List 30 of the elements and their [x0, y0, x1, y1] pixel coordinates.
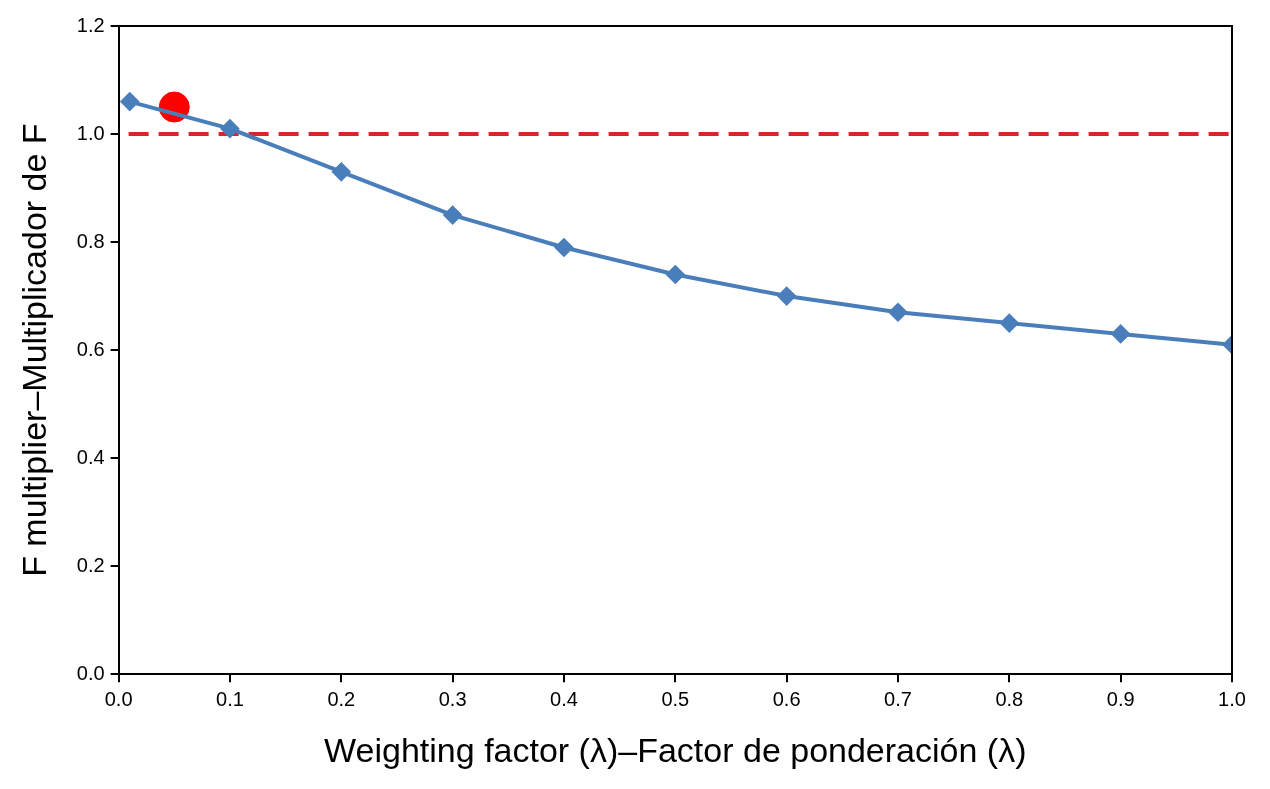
point — [443, 206, 462, 225]
x-tick-label: 0.4 — [550, 687, 578, 710]
x-tick-label: 0.5 — [661, 687, 690, 710]
point — [1000, 314, 1019, 333]
point — [777, 287, 796, 306]
y-tick-label: 0.4 — [76, 445, 105, 468]
x-tick-label: 0.3 — [438, 687, 467, 710]
y-tick-label: 1.2 — [76, 13, 105, 36]
text: 1.0 — [76, 121, 105, 144]
text: 0.0 — [76, 661, 105, 684]
text: 0.0 — [104, 687, 133, 710]
point — [220, 119, 239, 138]
x-axis-title: Weighting factor (λ)–Factor de ponderación (λ) — [324, 730, 1027, 769]
x-tick-label: 0.1 — [216, 687, 244, 710]
y-tick-label: 0.6 — [76, 337, 105, 360]
point — [332, 162, 351, 181]
x-tick-label: 0.2 — [327, 687, 356, 710]
x-tick-label: 0.9 — [1106, 687, 1135, 710]
y-axis-title: F multiplier–Multiplicador de F — [14, 123, 53, 577]
x-tick-label: 0.6 — [772, 687, 801, 710]
point — [888, 303, 907, 322]
y-tick-label: 0.2 — [76, 553, 105, 576]
point — [120, 92, 139, 111]
text: 1.0 — [1218, 687, 1246, 710]
point — [1111, 324, 1130, 343]
point — [554, 238, 573, 257]
point — [666, 265, 685, 284]
x-tick-label: 0.7 — [884, 687, 912, 710]
y-tick-label: 0.8 — [76, 229, 105, 252]
x-tick-label: 0.8 — [995, 687, 1024, 710]
